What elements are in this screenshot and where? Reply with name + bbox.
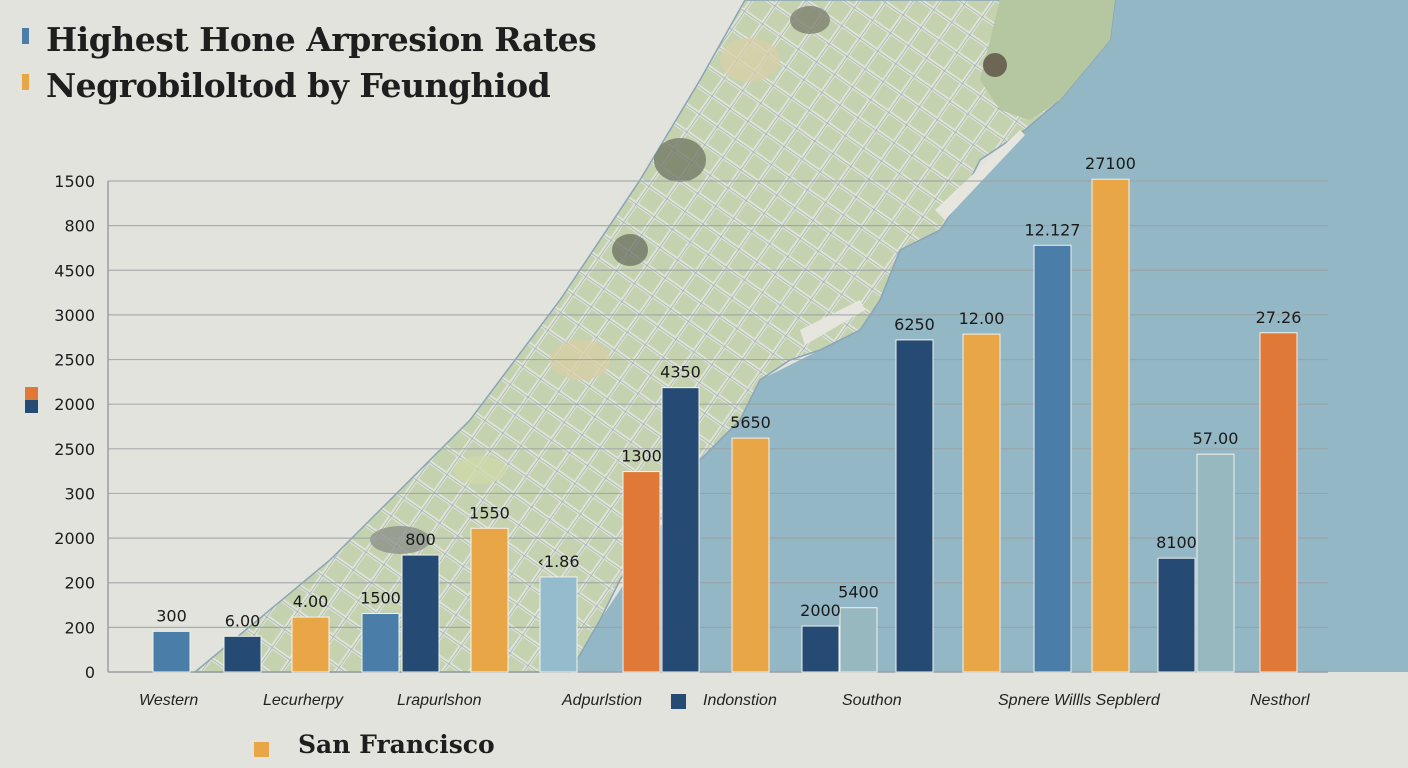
bar-value-label: 800 [405,530,436,549]
legend-swatch-san-francisco [254,742,269,757]
bar-value-label: 6.00 [225,611,261,630]
x-label-southon: Southon [842,692,902,709]
legend-swatch-orange [25,387,38,400]
y-tick-label: 2000 [54,529,95,548]
pier [935,130,1025,220]
x-label-lecurherpy: Lecurherpy [263,692,344,709]
bar-value-label: 6250 [894,315,935,334]
bar-value-label: 4.00 [293,592,329,611]
y-tick-label: 2500 [54,440,95,459]
bar-value-label: 5400 [838,583,879,602]
x-label-western: Western [139,692,199,709]
y-tick-label: 0 [85,663,95,682]
title-swatch-blue [22,28,29,44]
bar [622,471,661,673]
bar [962,333,1001,673]
bar-value-label: 8100 [1156,533,1197,552]
bar [539,576,578,673]
bar [1259,332,1298,673]
bar [1033,244,1072,673]
bar-value-label: 12.00 [959,309,1005,328]
bar [801,625,840,673]
bar-labels: 300 6.00 4.00 1500 800 1550 ‹1.86 1300 4350 5650 2… [156,154,1301,630]
northeast-land [980,0,1115,120]
x-label-indonstion: Indonstion [703,692,777,709]
bar-value-label: 27.26 [1256,308,1302,327]
bar [470,527,509,673]
bar-value-label: ‹1.86 [537,552,579,571]
y-tick-label: 1500 [54,172,95,191]
title-swatch-orange [22,74,29,90]
bar-value-label: 2000 [800,601,841,620]
bar [223,635,262,673]
bars [152,178,1298,673]
y-tick-label: 2000 [54,395,95,414]
y-tick-label: 800 [64,217,95,236]
bar-value-label: 300 [156,606,187,625]
bar [291,616,330,673]
legend-swatch-indonstion [671,694,686,709]
x-label-adpurlstion: Adpurlstion [562,692,643,709]
bar [1196,453,1235,673]
gridlines [108,180,1328,628]
bar-value-label: 4350 [660,363,701,382]
x-label-spnere-willls-sepblerd: Spnere Willls Sepblerd [998,692,1160,709]
y-tick-label: 200 [64,618,95,637]
bar [731,437,770,673]
bar [401,554,440,673]
x-label-lrapurlshon: Lrapurlshon [397,692,482,709]
bar [895,339,934,673]
legend-swatch-navy [25,400,38,413]
bar [839,607,878,673]
bar-value-label: 57.00 [1193,429,1239,448]
y-tick-label: 4500 [54,261,95,280]
bar [361,613,400,673]
y-tick-label: 300 [64,484,95,503]
y-tick-label: 2500 [54,351,95,370]
legend-label-san-francisco: San Francisco [298,730,495,759]
bar-value-label: 5650 [730,413,771,432]
y-tick-label: 3000 [54,306,95,325]
bar-value-label: 1300 [621,447,662,466]
chart-subtitle: Negrobiloltod by Feunghiod [46,66,551,105]
x-label-nesthorl: Nesthorl [1250,692,1310,709]
bar-value-label: 12.127 [1025,220,1081,239]
bar [1157,557,1196,673]
bar [661,387,700,673]
pier [800,300,865,345]
bar-value-label: 1550 [469,503,510,522]
y-axis-ticks: 0 200 200 2000 300 2500 2000 2500 3000 4500 800 150… [54,172,95,682]
bar-value-label: 27100 [1085,154,1136,173]
chart-title: Highest Hone Arpresion Rates [46,20,597,59]
bar [152,630,191,673]
y-tick-label: 200 [64,574,95,593]
bar [1091,178,1130,673]
bar-value-label: 1500 [360,589,401,608]
